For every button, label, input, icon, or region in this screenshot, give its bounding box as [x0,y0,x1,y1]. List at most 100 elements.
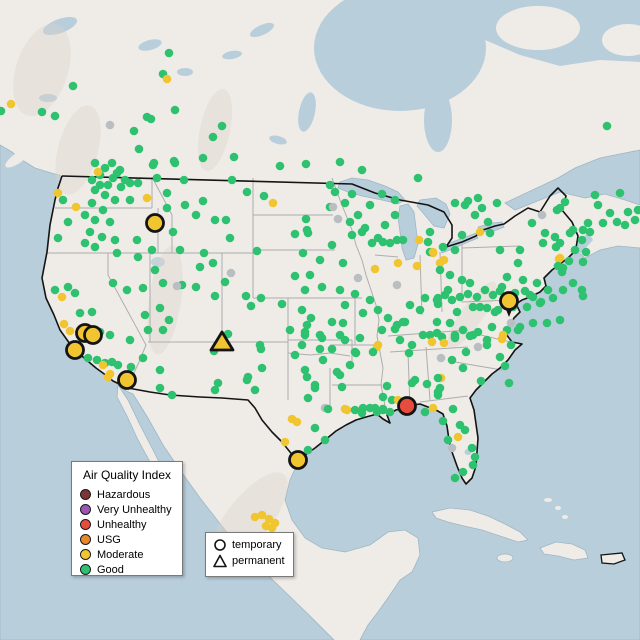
station-dot[interactable] [551,242,561,252]
station-dot[interactable] [553,261,563,271]
station-dot[interactable] [518,275,528,285]
station-dot[interactable] [425,330,435,340]
station-dot[interactable] [226,268,236,278]
station-dot[interactable] [297,305,307,315]
station-dot[interactable] [267,523,277,533]
station-dot[interactable] [229,152,239,162]
station-dot[interactable] [300,285,310,295]
station-dot[interactable] [168,227,178,237]
highlighted-temporary-station-marker[interactable] [65,340,85,360]
station-dot[interactable] [623,207,633,217]
station-dot[interactable] [528,292,538,302]
station-dot[interactable] [138,283,148,293]
station-dot[interactable] [158,278,168,288]
station-dot[interactable] [315,255,325,265]
station-dot[interactable] [522,302,532,312]
station-dot[interactable] [353,210,363,220]
station-dot[interactable] [357,408,367,418]
station-dot[interactable] [259,191,269,201]
station-dot[interactable] [302,372,312,382]
station-dot[interactable] [300,365,310,375]
station-dot[interactable] [472,292,482,302]
station-dot[interactable] [482,303,492,313]
station-dot[interactable] [382,381,392,391]
station-dot[interactable] [528,318,538,328]
station-dot[interactable] [125,178,135,188]
station-dot[interactable] [383,313,393,323]
station-dot[interactable] [390,210,400,220]
station-dot[interactable] [217,121,227,131]
station-dot[interactable] [242,375,252,385]
station-dot[interactable] [555,315,565,325]
station-dot[interactable] [455,292,465,302]
station-dot[interactable] [198,153,208,163]
station-dot[interactable] [277,299,287,309]
station-dot[interactable] [37,107,47,117]
station-dot[interactable] [292,417,302,427]
station-dot[interactable] [447,295,457,305]
station-dot[interactable] [495,352,505,362]
station-dot[interactable] [457,275,467,285]
station-dot[interactable] [428,247,438,257]
station-dot[interactable] [477,203,487,213]
station-dot[interactable] [126,362,136,372]
station-dot[interactable] [633,205,640,215]
station-dot[interactable] [195,262,205,272]
station-dot[interactable] [373,233,383,243]
station-dot[interactable] [590,190,600,200]
station-dot[interactable] [100,190,110,200]
station-dot[interactable] [605,208,615,218]
station-dot[interactable] [340,404,350,414]
station-dot[interactable] [90,215,100,225]
station-dot[interactable] [255,340,265,350]
station-dot[interactable] [439,255,449,265]
station-dot[interactable] [427,337,437,347]
station-dot[interactable] [468,302,478,312]
station-dot[interactable] [268,198,278,208]
station-dot[interactable] [290,350,300,360]
station-dot[interactable] [134,144,144,154]
station-dot[interactable] [87,175,97,185]
station-dot[interactable] [290,229,300,239]
station-dot[interactable] [63,282,73,292]
station-dot[interactable] [90,158,100,168]
station-dot[interactable] [405,300,415,310]
station-dot[interactable] [450,245,460,255]
highlighted-temporary-station-marker[interactable] [397,396,417,416]
station-dot[interactable] [112,248,122,258]
station-dot[interactable] [470,210,480,220]
station-dot[interactable] [285,325,295,335]
station-dot[interactable] [143,325,153,335]
station-dot[interactable] [458,363,468,373]
station-dot[interactable] [303,445,313,455]
station-dot[interactable] [432,317,442,327]
station-dot[interactable] [458,325,468,335]
station-dot[interactable] [85,227,95,237]
station-dot[interactable] [6,99,16,109]
station-dot[interactable] [564,256,574,266]
station-dot[interactable] [122,285,132,295]
highlighted-permanent-station-marker[interactable] [209,330,235,352]
station-dot[interactable] [250,385,260,395]
station-dot[interactable] [167,390,177,400]
station-dot[interactable] [435,383,445,393]
station-dot[interactable] [53,188,63,198]
station-dot[interactable] [357,165,367,175]
station-dot[interactable] [538,238,548,248]
station-dot[interactable] [380,220,390,230]
station-dot[interactable] [476,376,486,386]
station-dot[interactable] [75,308,85,318]
station-dot[interactable] [355,333,365,343]
station-dot[interactable] [345,217,355,227]
station-dot[interactable] [290,271,300,281]
station-dot[interactable] [90,185,100,195]
station-dot[interactable] [172,281,182,291]
station-dot[interactable] [465,278,475,288]
highlighted-temporary-station-marker[interactable] [499,291,519,311]
station-dot[interactable] [583,218,593,228]
station-dot[interactable] [365,200,375,210]
station-dot[interactable] [298,248,308,258]
station-dot[interactable] [108,278,118,288]
station-dot[interactable] [301,159,311,169]
station-dot[interactable] [568,278,578,288]
